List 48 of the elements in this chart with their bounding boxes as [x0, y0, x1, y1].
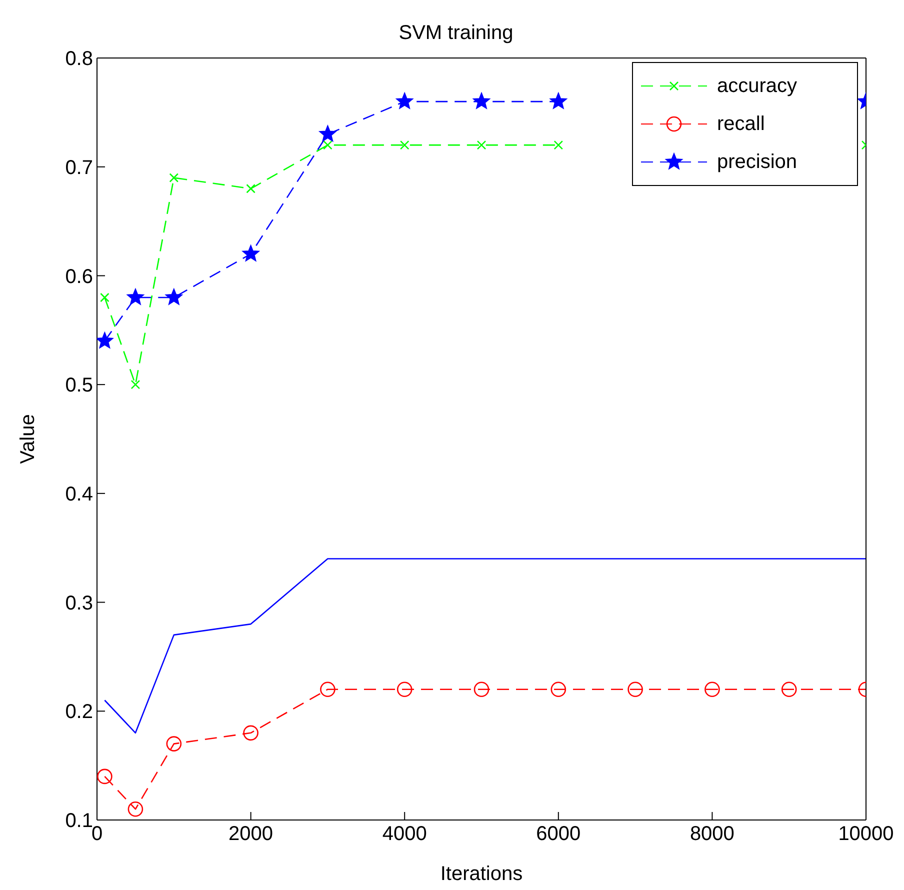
point	[396, 682, 412, 698]
y-tick-label: 0.8	[65, 48, 93, 70]
y-tick-label: 0.3	[65, 592, 93, 614]
x-tick-label: 6000	[536, 823, 581, 846]
y-tick-label: 0.5	[65, 374, 93, 397]
point	[127, 288, 144, 305]
line-series	[104, 558, 866, 734]
point	[550, 92, 567, 109]
point	[554, 140, 564, 150]
point	[704, 682, 720, 698]
point	[97, 332, 113, 348]
y-tick-label: 0.7	[65, 156, 93, 179]
legend-label: precision	[717, 150, 798, 174]
x-axis-title: Iterations	[440, 863, 523, 885]
point	[97, 768, 112, 784]
point	[100, 292, 110, 302]
point	[319, 126, 336, 142]
y-tick-label: 0.1	[65, 810, 93, 832]
point	[400, 140, 410, 150]
point	[169, 173, 179, 182]
point	[550, 682, 566, 698]
point	[243, 725, 258, 741]
point	[628, 682, 643, 698]
x-tick-label: 2000	[228, 823, 274, 846]
x-tick-label: 0	[91, 823, 103, 846]
point	[128, 801, 144, 817]
y-tick-label: 0.2	[65, 701, 93, 724]
x-tick-label: 10000	[838, 823, 894, 846]
x-tick-label: 4000	[382, 823, 427, 846]
legend-label: recall	[717, 112, 765, 136]
point	[130, 380, 140, 390]
point	[474, 682, 490, 698]
point	[396, 92, 413, 109]
legend-label: accuracy	[717, 74, 798, 98]
y-tick-label: 0.6	[65, 266, 93, 288]
chart-title: SVM training	[398, 22, 514, 45]
point	[473, 92, 490, 109]
x-tick-label: 8000	[690, 823, 734, 846]
point	[320, 682, 336, 698]
point	[323, 140, 332, 150]
y-tick-label: 0.4	[65, 484, 93, 506]
point	[246, 184, 256, 194]
point	[166, 736, 182, 752]
point	[242, 245, 260, 262]
point	[781, 682, 797, 698]
point	[476, 140, 486, 150]
y-axis-title: Value	[17, 414, 40, 464]
point	[166, 288, 182, 305]
